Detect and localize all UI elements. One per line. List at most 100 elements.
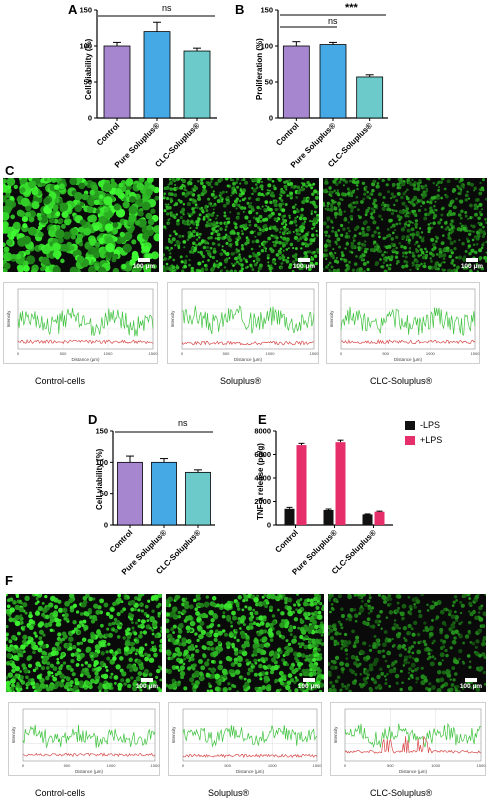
- cell-dot: [427, 652, 431, 656]
- cell-dot: [240, 263, 244, 267]
- cell-dot: [266, 205, 270, 209]
- cell-dot: [155, 675, 159, 679]
- cell-dot: [472, 230, 475, 233]
- cell-dot: [246, 678, 252, 683]
- cell-dot: [425, 187, 429, 191]
- cell-dot: [316, 657, 320, 661]
- cell-dot: [287, 612, 291, 616]
- cell-dot: [315, 216, 319, 220]
- cell-dot: [386, 234, 389, 238]
- cell-dot: [481, 208, 483, 211]
- cell-dot: [238, 262, 241, 266]
- cell-dot: [248, 616, 253, 621]
- cell-dot: [309, 242, 312, 246]
- cell-dot: [277, 178, 282, 182]
- cell-dot: [210, 192, 215, 197]
- cell-dot: [21, 216, 29, 223]
- profile-x-tick: 0: [17, 351, 20, 356]
- cell-dot: [259, 178, 262, 181]
- cell-dot: [222, 250, 227, 254]
- cell-dot: [365, 208, 370, 213]
- cell-dot: [112, 222, 119, 228]
- cell-dot: [383, 269, 388, 272]
- cell-dot: [25, 675, 29, 680]
- cell-dot: [413, 641, 417, 645]
- cell-dot: [462, 641, 466, 645]
- cell-dot: [298, 233, 301, 236]
- cell-dot: [329, 680, 333, 685]
- cell-dot: [213, 632, 219, 638]
- cell-dot: [144, 656, 150, 662]
- cell-dot: [177, 615, 181, 619]
- cell-dot: [240, 247, 245, 251]
- cell-dot: [414, 213, 418, 218]
- cell-dot: [327, 234, 331, 238]
- cell-dot: [381, 253, 385, 257]
- cell-dot: [8, 617, 14, 623]
- cell-dot: [277, 608, 280, 612]
- cell-dot: [415, 230, 420, 235]
- cell-dot: [19, 614, 23, 618]
- cell-dot: [79, 219, 86, 226]
- cell-dot: [208, 667, 212, 671]
- cell-dot: [14, 614, 21, 621]
- cell-dot: [485, 221, 487, 224]
- cell-dot: [203, 189, 208, 194]
- cell-dot: [70, 658, 75, 664]
- cell-dot: [232, 181, 236, 186]
- cell-dot: [189, 677, 195, 683]
- cell-dot: [300, 229, 304, 233]
- cell-dot: [263, 223, 268, 229]
- cell-dot: [294, 263, 299, 268]
- cell-dot: [411, 597, 416, 602]
- cell-dot: [452, 188, 457, 192]
- cell-dot: [455, 256, 458, 259]
- cell-dot: [313, 226, 316, 229]
- cell-dot: [205, 595, 209, 599]
- cell-dot: [211, 255, 215, 260]
- red-intensity-line: [17, 339, 154, 345]
- cell-dot: [183, 603, 190, 610]
- cell-dot: [174, 202, 179, 206]
- cell-dot: [395, 609, 400, 613]
- cell-dot: [477, 265, 481, 270]
- cell-dot: [365, 186, 368, 189]
- y-tick-label: 8000: [254, 427, 271, 436]
- cell-dot: [157, 611, 161, 616]
- cell-dot: [432, 242, 436, 247]
- cell-dot: [214, 629, 219, 634]
- bar: [282, 45, 310, 119]
- cell-dot: [170, 199, 174, 203]
- cell-dot: [296, 594, 299, 596]
- cell-dot: [113, 203, 121, 211]
- cell-dot: [104, 665, 108, 669]
- micrograph-f-soluplus: 100 µm: [166, 594, 324, 692]
- cell-dot: [110, 672, 114, 676]
- cell-dot: [253, 230, 256, 233]
- bar: [319, 44, 347, 119]
- cell-dot: [6, 652, 12, 659]
- cell-dot: [392, 667, 397, 671]
- cell-dot: [264, 657, 269, 662]
- cell-dot: [228, 686, 232, 691]
- cell-dot: [60, 682, 65, 688]
- cell-dot: [182, 662, 186, 666]
- cell-dot: [481, 642, 486, 647]
- cell-dot: [452, 621, 456, 625]
- cell-dot: [166, 603, 169, 608]
- cell-dot: [191, 682, 195, 686]
- cell-dot: [448, 211, 451, 215]
- cell-dot: [372, 661, 378, 667]
- cell-dot: [236, 690, 240, 692]
- profile-x-tick: 1000: [268, 763, 278, 768]
- cell-dot: [426, 200, 430, 204]
- cell-dot: [387, 244, 392, 249]
- cell-dot: [448, 609, 453, 614]
- x-tick-label: Control: [95, 121, 121, 147]
- cell-dot: [331, 684, 336, 689]
- cell-dot: [3, 262, 11, 270]
- cell-dot: [40, 178, 45, 183]
- cell-dot: [417, 609, 422, 614]
- cell-dot: [147, 599, 151, 603]
- y-tick-label: 2000: [254, 497, 271, 506]
